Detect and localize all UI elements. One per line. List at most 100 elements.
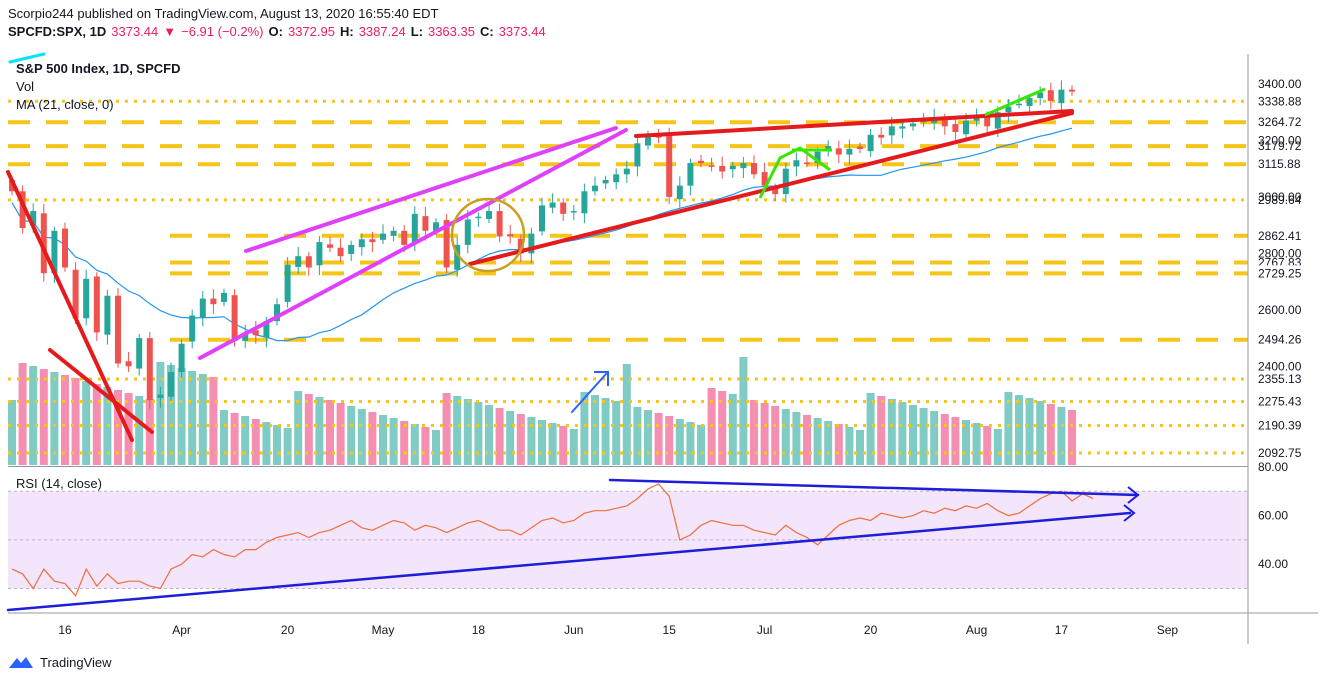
volume-bar bbox=[527, 417, 536, 465]
volume-bar bbox=[877, 396, 886, 465]
time-tick-label: 20 bbox=[281, 623, 295, 637]
candle-body bbox=[146, 338, 153, 401]
candle-body bbox=[1037, 92, 1044, 99]
volume-bar bbox=[400, 421, 409, 465]
candle-body bbox=[72, 269, 79, 319]
volume-bar bbox=[71, 378, 80, 465]
rsi-pane[interactable] bbox=[8, 483, 1248, 597]
level-label-bg bbox=[1250, 445, 1312, 462]
volume-bar bbox=[230, 413, 239, 465]
volume-bar bbox=[432, 430, 440, 465]
candle-body bbox=[295, 256, 302, 267]
volume-bar bbox=[1004, 392, 1013, 465]
volume-bar bbox=[8, 400, 16, 465]
candle-body bbox=[104, 295, 111, 335]
volume-bar bbox=[1015, 395, 1023, 465]
candle-body bbox=[337, 247, 344, 257]
volume-bar bbox=[114, 390, 122, 465]
candle-body bbox=[30, 211, 37, 226]
time-tick-label: Aug bbox=[966, 623, 987, 637]
candle-body bbox=[496, 211, 503, 237]
price-tick-label: 3400.00 bbox=[1258, 77, 1302, 91]
volume-bar bbox=[198, 374, 207, 465]
level-label: 2729.25 bbox=[1258, 266, 1302, 280]
candle-body bbox=[252, 330, 259, 336]
candle-body bbox=[804, 162, 810, 164]
legend-vol: Vol bbox=[16, 79, 34, 94]
volume-bar bbox=[792, 412, 801, 465]
candle-body bbox=[231, 295, 238, 341]
volume-bar bbox=[622, 364, 631, 465]
volume-bar bbox=[728, 394, 737, 465]
symbol-name[interactable]: SPCFD:SPX, 1D bbox=[8, 24, 107, 39]
volume-bar bbox=[940, 414, 949, 465]
candle-body bbox=[676, 185, 683, 200]
volume-bar bbox=[972, 423, 981, 465]
footer: TradingView bbox=[8, 654, 112, 670]
price-pane[interactable] bbox=[8, 80, 1248, 465]
candle-body bbox=[708, 165, 715, 167]
volume-bar bbox=[644, 410, 652, 465]
legend-title: S&P 500 Index, 1D, SPCFD bbox=[16, 61, 181, 76]
candle-body bbox=[782, 168, 789, 195]
candle-body bbox=[623, 168, 630, 175]
volume-bar bbox=[156, 362, 165, 465]
volume-bar bbox=[591, 395, 599, 465]
volume-bar bbox=[357, 409, 366, 465]
price-tick-label: 3000.00 bbox=[1258, 190, 1302, 204]
candle-body bbox=[210, 298, 217, 305]
volume-bar bbox=[177, 368, 186, 465]
candle-body bbox=[178, 343, 185, 372]
volume-bar bbox=[1057, 407, 1066, 465]
volume-bar bbox=[410, 424, 419, 465]
volume-bar bbox=[304, 394, 313, 465]
level-label-bg bbox=[1250, 417, 1312, 434]
price-tick-label: 2400.00 bbox=[1258, 359, 1302, 373]
volume-bar bbox=[993, 429, 1002, 465]
time-tick-label: 18 bbox=[472, 623, 486, 637]
candle-body bbox=[284, 264, 291, 302]
volume-bar bbox=[983, 426, 992, 465]
candle-body bbox=[1058, 89, 1065, 104]
volume-bar bbox=[220, 410, 228, 465]
close-label: C: bbox=[479, 24, 494, 39]
volume-bar bbox=[866, 393, 875, 465]
volume-bar bbox=[167, 365, 175, 465]
candle-body bbox=[761, 172, 768, 186]
candle-body bbox=[380, 233, 386, 240]
level-label-bg bbox=[1250, 156, 1312, 173]
candle-body bbox=[369, 239, 376, 243]
footer-brand: TradingView bbox=[40, 654, 112, 670]
published-line: Scorpio244 published on TradingView.com,… bbox=[8, 6, 439, 21]
highlight-circle bbox=[450, 197, 526, 273]
arrow-head bbox=[1127, 486, 1140, 504]
green-pattern bbox=[984, 87, 1046, 117]
time-tick-label: Sep bbox=[1157, 623, 1179, 637]
legend-rsi: RSI (14, close) bbox=[16, 476, 102, 491]
volume-bar bbox=[273, 425, 281, 465]
level-label: 2355.13 bbox=[1258, 372, 1302, 386]
volume-bar bbox=[739, 357, 748, 465]
volume-bar bbox=[781, 409, 790, 465]
volume-bar bbox=[675, 419, 684, 465]
price-tick-label: 2600.00 bbox=[1258, 303, 1302, 317]
volume-bar bbox=[919, 408, 928, 465]
candle-body bbox=[888, 126, 895, 136]
candle-body bbox=[719, 165, 726, 172]
volume-bar bbox=[294, 391, 303, 465]
green-pattern bbox=[758, 146, 832, 199]
candle-body bbox=[645, 134, 651, 146]
volume-bar bbox=[347, 406, 356, 465]
price-tick-label: 2800.00 bbox=[1258, 246, 1302, 260]
candle-body bbox=[592, 185, 598, 192]
blue-arrow-head bbox=[594, 371, 609, 386]
volume-bar bbox=[898, 402, 907, 465]
high-value: 3387.24 bbox=[358, 24, 406, 39]
volume-bar bbox=[834, 424, 843, 465]
candle-body bbox=[952, 124, 959, 132]
red-trendline bbox=[6, 170, 134, 442]
candle-body bbox=[878, 134, 885, 138]
chart-canvas[interactable]: 3338.88 3264.72 3179.72 3115.88 2989.64 2862.… bbox=[0, 0, 1320, 650]
candle-body bbox=[189, 315, 196, 342]
volume-bar bbox=[813, 418, 822, 465]
